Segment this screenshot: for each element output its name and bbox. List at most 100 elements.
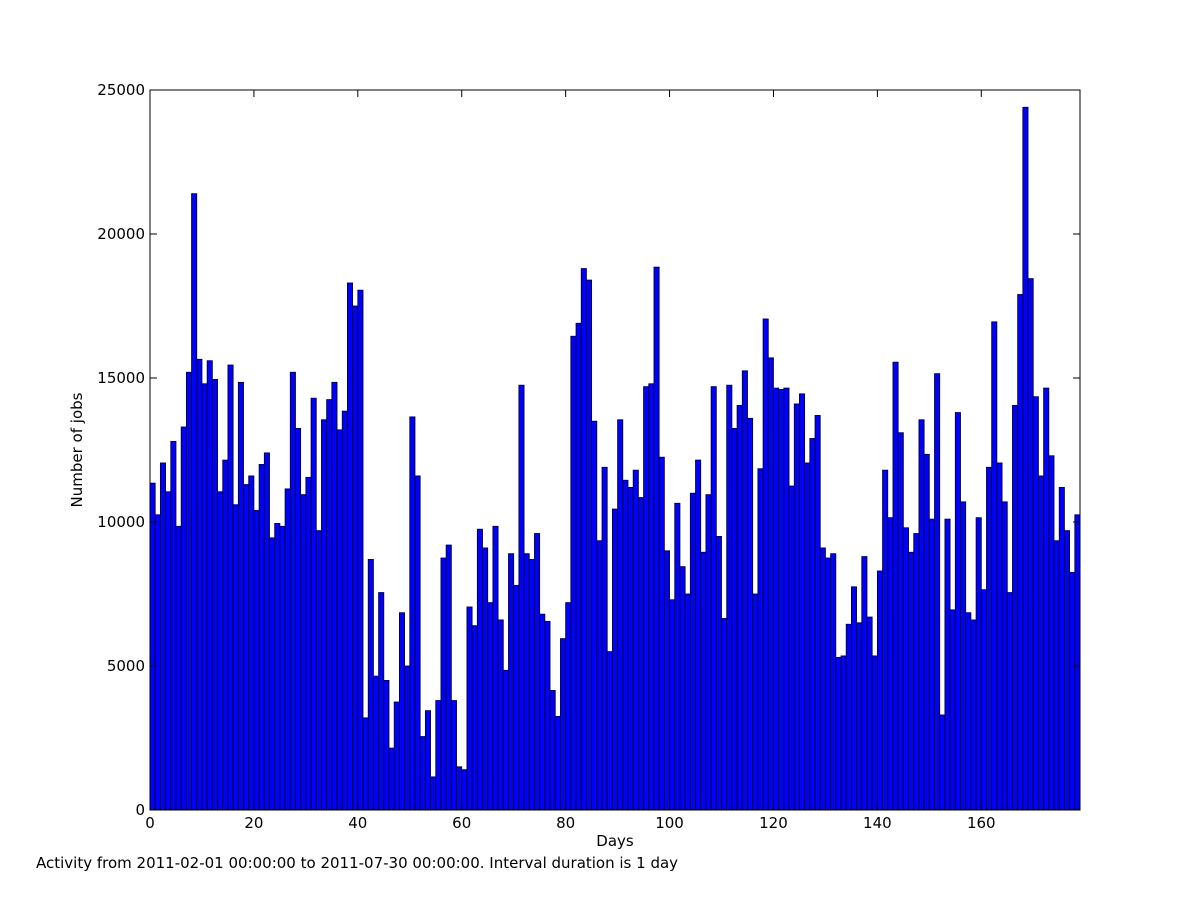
bar-day-173 xyxy=(1048,455,1055,811)
y-tick-label: 15000 xyxy=(97,369,145,387)
bar-day-119 xyxy=(767,357,774,811)
bar-day-170 xyxy=(1032,396,1039,811)
x-tick-label: 60 xyxy=(452,814,471,832)
bar-day-34 xyxy=(326,399,333,811)
bar-day-16 xyxy=(232,504,239,811)
bar-day-3 xyxy=(165,491,172,811)
bar-day-10 xyxy=(201,383,208,811)
bar-day-80 xyxy=(565,602,572,811)
bar-day-56 xyxy=(440,557,447,811)
bar-day-174 xyxy=(1053,540,1060,811)
bar-day-169 xyxy=(1027,278,1034,811)
bar-day-31 xyxy=(310,397,317,811)
bar-day-164 xyxy=(1001,501,1008,811)
bar-day-127 xyxy=(809,438,816,811)
bar-day-63 xyxy=(476,528,483,811)
bar-day-27 xyxy=(289,371,296,811)
bar-day-178 xyxy=(1074,514,1081,811)
bar-day-67 xyxy=(497,619,504,811)
bar-day-107 xyxy=(705,494,712,811)
bar-day-24 xyxy=(274,523,281,811)
bar-day-153 xyxy=(944,518,951,811)
bar-day-33 xyxy=(321,419,328,811)
bar-day-175 xyxy=(1058,487,1065,811)
bar-day-44 xyxy=(378,592,385,811)
bar-day-73 xyxy=(528,559,535,811)
y-tick-label: 0 xyxy=(135,801,145,819)
bar-day-145 xyxy=(902,527,909,811)
bar-day-72 xyxy=(523,553,530,811)
bar-day-60 xyxy=(461,769,468,811)
bar-day-90 xyxy=(617,419,624,811)
bar-day-74 xyxy=(534,533,541,811)
bar-day-82 xyxy=(575,322,582,811)
bar-day-163 xyxy=(996,462,1003,811)
bar-day-140 xyxy=(876,570,883,811)
bar-day-93 xyxy=(632,469,639,811)
bar-day-166 xyxy=(1012,404,1019,811)
bar-day-151 xyxy=(934,373,941,811)
bar-day-30 xyxy=(305,476,312,811)
x-tick-label: 40 xyxy=(348,814,367,832)
bar-day-39 xyxy=(352,305,359,811)
bar-day-125 xyxy=(799,393,806,811)
bar-day-57 xyxy=(445,544,452,811)
bar-day-40 xyxy=(357,289,364,811)
bar-day-146 xyxy=(908,551,915,811)
bar-day-172 xyxy=(1043,387,1050,811)
bar-day-48 xyxy=(398,612,405,811)
bar-day-142 xyxy=(887,517,894,811)
footer-note: Activity from 2011-02-01 00:00:00 to 201… xyxy=(36,854,679,872)
bar-day-6 xyxy=(180,426,187,811)
bar-day-14 xyxy=(222,459,229,811)
bar-day-46 xyxy=(388,747,395,811)
bar-day-160 xyxy=(980,589,987,811)
bar-day-0 xyxy=(149,482,156,811)
bar-day-87 xyxy=(601,466,608,811)
bar-day-158 xyxy=(970,619,977,811)
bar-day-117 xyxy=(757,468,764,811)
bar-day-137 xyxy=(861,556,868,811)
bar-day-23 xyxy=(269,537,276,811)
bar-day-7 xyxy=(185,371,192,811)
bar-day-116 xyxy=(752,593,759,811)
bar-day-154 xyxy=(949,609,956,811)
bar-day-68 xyxy=(502,669,509,811)
bar-day-22 xyxy=(263,452,270,811)
bar-day-148 xyxy=(918,419,925,811)
bar-day-59 xyxy=(456,766,463,811)
bar-day-109 xyxy=(715,536,722,811)
y-tick-label: 5000 xyxy=(107,657,145,675)
bar-day-143 xyxy=(892,361,899,811)
bar-day-45 xyxy=(383,680,390,811)
bar-day-161 xyxy=(986,466,993,811)
bar-day-25 xyxy=(279,525,286,811)
bar-day-77 xyxy=(549,690,556,811)
bar-day-122 xyxy=(783,387,790,811)
x-tick-label: 160 xyxy=(967,814,996,832)
bar-day-64 xyxy=(482,547,489,811)
bar-day-168 xyxy=(1022,106,1029,811)
bar-day-47 xyxy=(393,701,400,811)
bar-day-58 xyxy=(450,700,457,811)
bar-day-76 xyxy=(544,620,551,811)
bar-day-65 xyxy=(487,602,494,811)
y-tick-label: 10000 xyxy=(97,513,145,531)
bar-day-144 xyxy=(897,432,904,811)
bar-day-133 xyxy=(840,655,847,811)
bar-day-114 xyxy=(741,370,748,811)
bar-day-120 xyxy=(773,387,780,811)
bar-day-91 xyxy=(622,479,629,811)
bar-day-124 xyxy=(793,403,800,811)
bar-day-61 xyxy=(466,606,473,811)
bar-day-108 xyxy=(710,386,717,811)
bar-day-19 xyxy=(248,475,255,811)
bar-day-13 xyxy=(217,491,224,811)
bar-day-102 xyxy=(679,566,686,811)
bar-day-136 xyxy=(856,622,863,811)
bar-day-156 xyxy=(960,501,967,811)
x-tick-label: 0 xyxy=(145,814,155,832)
bar-day-94 xyxy=(637,497,644,811)
bar-day-113 xyxy=(736,404,743,811)
bar-day-110 xyxy=(721,618,728,811)
